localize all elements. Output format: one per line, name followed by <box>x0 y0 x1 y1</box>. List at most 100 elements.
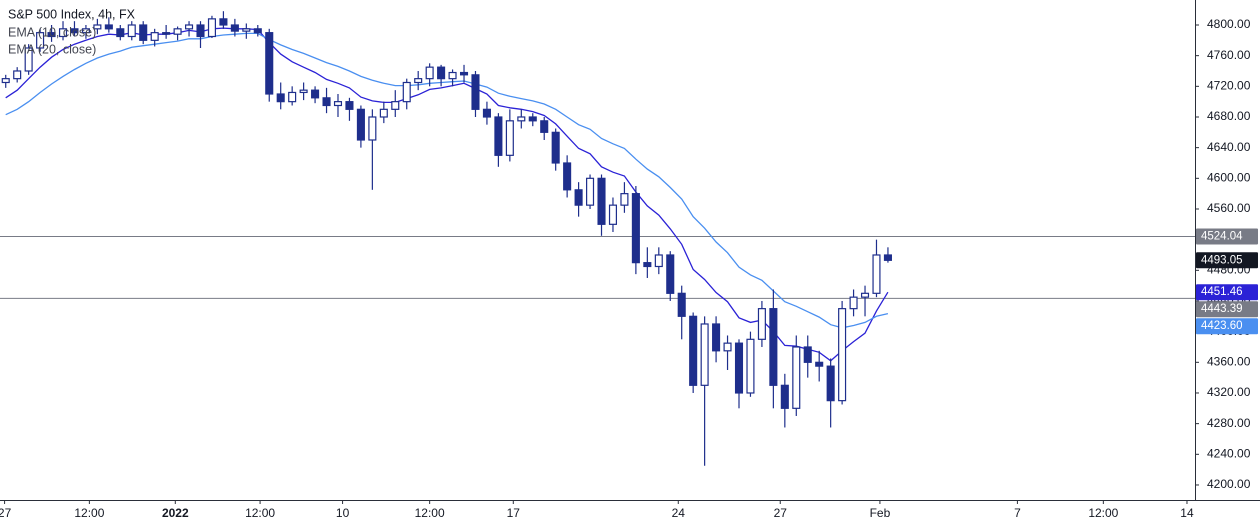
candle-body <box>643 262 652 268</box>
price-label-box <box>1196 252 1258 269</box>
candle-body <box>13 70 22 80</box>
x-tick-label: 27 <box>0 506 12 520</box>
candle-body <box>150 32 159 41</box>
candle-body <box>482 108 491 118</box>
y-tick-label: 4360.00 <box>1207 354 1251 368</box>
x-tick-label: 24 <box>672 506 686 520</box>
x-tick-label: 2022 <box>162 506 189 520</box>
x-tick-label: 12:00 <box>74 506 104 520</box>
candle-body <box>104 24 113 30</box>
candle-body <box>528 116 537 122</box>
candle-body <box>849 296 858 310</box>
candle-body <box>448 71 457 80</box>
candle-body <box>540 120 549 133</box>
candle-body <box>242 28 251 32</box>
candle-body <box>265 32 274 95</box>
candle-body <box>93 24 102 30</box>
candle-body <box>368 116 377 141</box>
candle-body <box>620 193 629 206</box>
candle-body <box>712 323 721 352</box>
y-tick-label: 4240.00 <box>1207 446 1251 460</box>
candle-body <box>597 177 606 225</box>
candle-body <box>586 177 595 206</box>
candle-body <box>58 28 68 38</box>
candle-body <box>116 28 125 38</box>
candle-body <box>356 108 365 141</box>
candle-body <box>654 254 663 268</box>
candle-body <box>746 338 755 394</box>
candle-body <box>299 89 308 94</box>
x-tick-label: 10 <box>336 506 350 520</box>
candle-body <box>36 32 45 49</box>
y-tick-label: 4600.00 <box>1207 170 1251 184</box>
price-label: 4423.60 <box>1201 320 1243 332</box>
candle-body <box>173 28 182 35</box>
candle-body <box>838 308 847 402</box>
price-label: 4524.04 <box>1201 231 1243 243</box>
candle-body <box>196 24 205 38</box>
candle-body <box>803 346 812 363</box>
candle-body <box>689 315 698 386</box>
candle-body <box>826 365 835 402</box>
y-tick-label: 4680.00 <box>1207 109 1251 123</box>
candle-body <box>563 162 572 191</box>
y-tick-label: 4320.00 <box>1207 385 1251 399</box>
candle-body <box>230 24 239 32</box>
y-tick-label: 4200.00 <box>1207 477 1251 491</box>
candle-body <box>666 254 675 294</box>
candle-body <box>139 24 148 41</box>
candle-body <box>883 254 892 261</box>
candle-body <box>872 254 881 294</box>
y-tick-label: 4720.00 <box>1207 78 1251 92</box>
candle-body <box>127 24 136 38</box>
candle-body <box>723 342 732 352</box>
candle-body <box>70 28 79 34</box>
candle-body <box>574 189 583 206</box>
candle-body <box>792 346 801 409</box>
candle-body <box>1 78 10 84</box>
candle-body <box>505 120 514 156</box>
candle-body <box>81 28 90 34</box>
price-label-box <box>1196 284 1258 301</box>
ema-line <box>5 32 889 329</box>
price-label-box <box>1196 301 1258 318</box>
candle-body <box>47 32 56 38</box>
x-tick-label: 27 <box>774 506 788 520</box>
chart-title: S&P 500 Index, 4h, FX <box>8 7 136 21</box>
candle-body <box>391 101 400 110</box>
candle-body <box>700 323 709 386</box>
candle-body <box>551 131 560 164</box>
candle-body <box>860 292 870 298</box>
candle-body <box>322 97 331 107</box>
price-label: 4443.39 <box>1201 303 1243 315</box>
candle-body <box>276 93 285 103</box>
candle-body <box>769 308 778 386</box>
price-label: 4451.46 <box>1201 286 1243 298</box>
candle-body <box>517 116 526 122</box>
legend-entry: EMA (10, close) <box>8 25 96 39</box>
x-tick-label: 12:00 <box>245 506 275 520</box>
candle-body <box>185 24 194 30</box>
candle-body <box>402 81 411 103</box>
candle-body <box>219 18 228 26</box>
y-tick-label: 4280.00 <box>1207 416 1251 430</box>
candle-body <box>780 384 789 409</box>
x-tick-label: 12:00 <box>415 506 445 520</box>
candle-body <box>162 32 171 35</box>
candle-body <box>207 18 216 38</box>
candle-body <box>333 101 343 107</box>
candle-body <box>24 47 33 72</box>
y-tick-label: 4760.00 <box>1207 48 1251 62</box>
candle-body <box>311 89 320 99</box>
candle-body <box>345 101 354 110</box>
legend-entry: EMA (20, close) <box>8 42 96 56</box>
candle-body <box>815 361 824 367</box>
x-tick-label: 12:00 <box>1088 506 1118 520</box>
y-tick-label: 4560.00 <box>1207 201 1251 215</box>
candle-body <box>414 78 423 84</box>
y-tick-label: 4800.00 <box>1207 17 1251 31</box>
candle-body <box>734 342 744 394</box>
price-label-box <box>1196 228 1258 245</box>
